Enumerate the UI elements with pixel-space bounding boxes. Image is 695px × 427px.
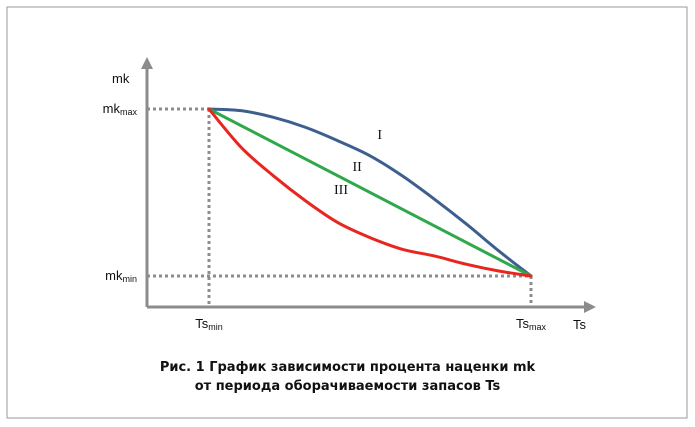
x-tick-label-2-sub: max xyxy=(529,322,547,332)
series-line-2 xyxy=(207,107,533,278)
series-label-2: II xyxy=(352,160,362,175)
guide-lines xyxy=(147,107,533,307)
x-axis-title: Ts xyxy=(573,317,587,332)
x-tick-label-1: Tsmin xyxy=(195,316,223,332)
y-tick-label-1-main: mk xyxy=(103,101,121,116)
y-tick-label-2-sub: min xyxy=(122,274,137,284)
x-axis-arrow xyxy=(584,301,596,313)
y-axis-arrow xyxy=(141,57,153,69)
series-line-3 xyxy=(207,107,533,278)
x-tick-label-2-main: Ts xyxy=(516,316,530,331)
figure-frame xyxy=(6,6,688,419)
figure-caption: Рис. 1 График зависимости процента нацен… xyxy=(0,358,695,396)
caption-line-2: от периода оборачиваемости запасов Ts xyxy=(194,379,501,394)
y-tick-label-1-sub: max xyxy=(120,107,138,117)
y-axis-title: mk xyxy=(112,71,130,86)
y-tick-label-2-main: mk xyxy=(105,268,123,283)
series-label-1: I xyxy=(377,128,382,143)
axes xyxy=(141,57,596,313)
x-tick-label-2: Tsmax xyxy=(516,316,547,332)
y-tick-label-2: mkmin xyxy=(105,268,137,284)
x-tick-label-1-sub: min xyxy=(208,322,223,332)
series-line-1 xyxy=(207,107,533,278)
caption-line-1: Рис. 1 График зависимости процента нацен… xyxy=(159,360,536,375)
series-label-3: III xyxy=(334,183,348,198)
x-tick-label-1-main: Ts xyxy=(195,316,209,331)
y-tick-label-1: mkmax xyxy=(103,101,138,117)
